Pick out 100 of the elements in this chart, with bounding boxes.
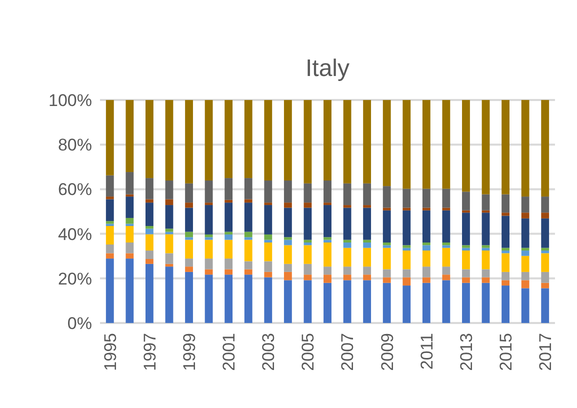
bar xyxy=(224,100,233,178)
bar xyxy=(324,180,332,203)
bar xyxy=(482,245,490,248)
bar xyxy=(126,194,134,197)
bar xyxy=(402,269,411,278)
bar xyxy=(422,250,430,267)
bar xyxy=(106,221,114,224)
bar xyxy=(442,242,450,246)
bar xyxy=(224,202,233,232)
chart-title: Italy xyxy=(305,55,350,82)
bar xyxy=(363,100,372,184)
bar xyxy=(264,242,272,262)
bar xyxy=(442,280,450,323)
bar xyxy=(462,212,470,246)
bar xyxy=(185,100,193,184)
bar xyxy=(244,202,252,232)
bar xyxy=(502,194,510,213)
bar xyxy=(521,248,530,251)
bar xyxy=(264,272,272,278)
bar xyxy=(185,232,193,238)
bar xyxy=(502,272,510,280)
bar xyxy=(462,192,470,210)
bar xyxy=(402,100,411,189)
y-tick-label: 60% xyxy=(58,180,92,200)
bar xyxy=(185,272,193,323)
x-tick-label: 2011 xyxy=(417,333,436,370)
bar xyxy=(422,266,430,278)
y-tick-label: 80% xyxy=(58,136,92,155)
bar xyxy=(521,256,530,272)
bar xyxy=(204,234,213,238)
bar xyxy=(343,208,352,240)
bar xyxy=(521,196,530,213)
bar xyxy=(422,245,430,251)
bar xyxy=(165,253,174,264)
bar xyxy=(185,208,193,232)
bar xyxy=(402,208,411,210)
bar xyxy=(502,280,510,286)
bar xyxy=(106,244,114,254)
bar xyxy=(363,242,372,248)
bar xyxy=(442,266,450,275)
bar xyxy=(146,226,154,229)
bar xyxy=(224,258,233,270)
bar xyxy=(185,202,193,208)
bar xyxy=(422,210,430,242)
bar xyxy=(284,245,292,264)
bar xyxy=(324,100,332,181)
bar xyxy=(541,196,550,213)
x-tick-label: 2015 xyxy=(496,333,516,371)
bar xyxy=(324,242,332,267)
bar xyxy=(284,264,292,272)
bar xyxy=(264,202,272,206)
bar xyxy=(204,240,213,259)
bar xyxy=(165,199,174,206)
bar xyxy=(146,259,154,264)
bar xyxy=(106,199,114,222)
bar xyxy=(402,248,411,251)
bar xyxy=(541,248,550,251)
bar xyxy=(146,100,154,178)
bar xyxy=(126,172,134,194)
bar xyxy=(165,100,174,181)
bar xyxy=(224,269,233,275)
bar xyxy=(363,280,372,323)
bar xyxy=(264,180,272,203)
bar xyxy=(304,100,312,184)
bar xyxy=(521,280,530,288)
bar xyxy=(224,178,233,200)
bar xyxy=(204,237,213,240)
x-tick-label: 2003 xyxy=(259,333,278,371)
bar xyxy=(363,274,372,280)
bar xyxy=(521,288,530,323)
bar xyxy=(224,232,233,234)
bar xyxy=(422,282,430,323)
bar xyxy=(343,242,352,248)
bar xyxy=(363,248,372,267)
bar xyxy=(165,180,174,200)
bar xyxy=(126,258,134,323)
bar xyxy=(482,269,490,278)
bar xyxy=(363,240,372,242)
x-tick-label: 2013 xyxy=(456,333,476,371)
bar xyxy=(126,226,134,242)
bar xyxy=(343,280,352,323)
bar xyxy=(284,240,292,246)
bar xyxy=(482,194,490,210)
bar xyxy=(442,100,450,189)
bar xyxy=(204,258,213,270)
bar xyxy=(204,274,213,323)
bar xyxy=(284,237,292,240)
bar xyxy=(382,100,391,186)
bar xyxy=(224,234,233,240)
bar xyxy=(343,100,352,184)
bar xyxy=(126,196,134,218)
bar xyxy=(482,212,490,246)
x-tick-label: 1995 xyxy=(100,333,120,371)
bar xyxy=(204,202,213,206)
x-tick-label: 2001 xyxy=(220,333,239,371)
bar xyxy=(442,188,450,208)
y-tick-label: 40% xyxy=(58,224,92,244)
y-tick-label: 0% xyxy=(67,314,92,333)
bar xyxy=(185,258,193,267)
bar xyxy=(244,199,252,203)
